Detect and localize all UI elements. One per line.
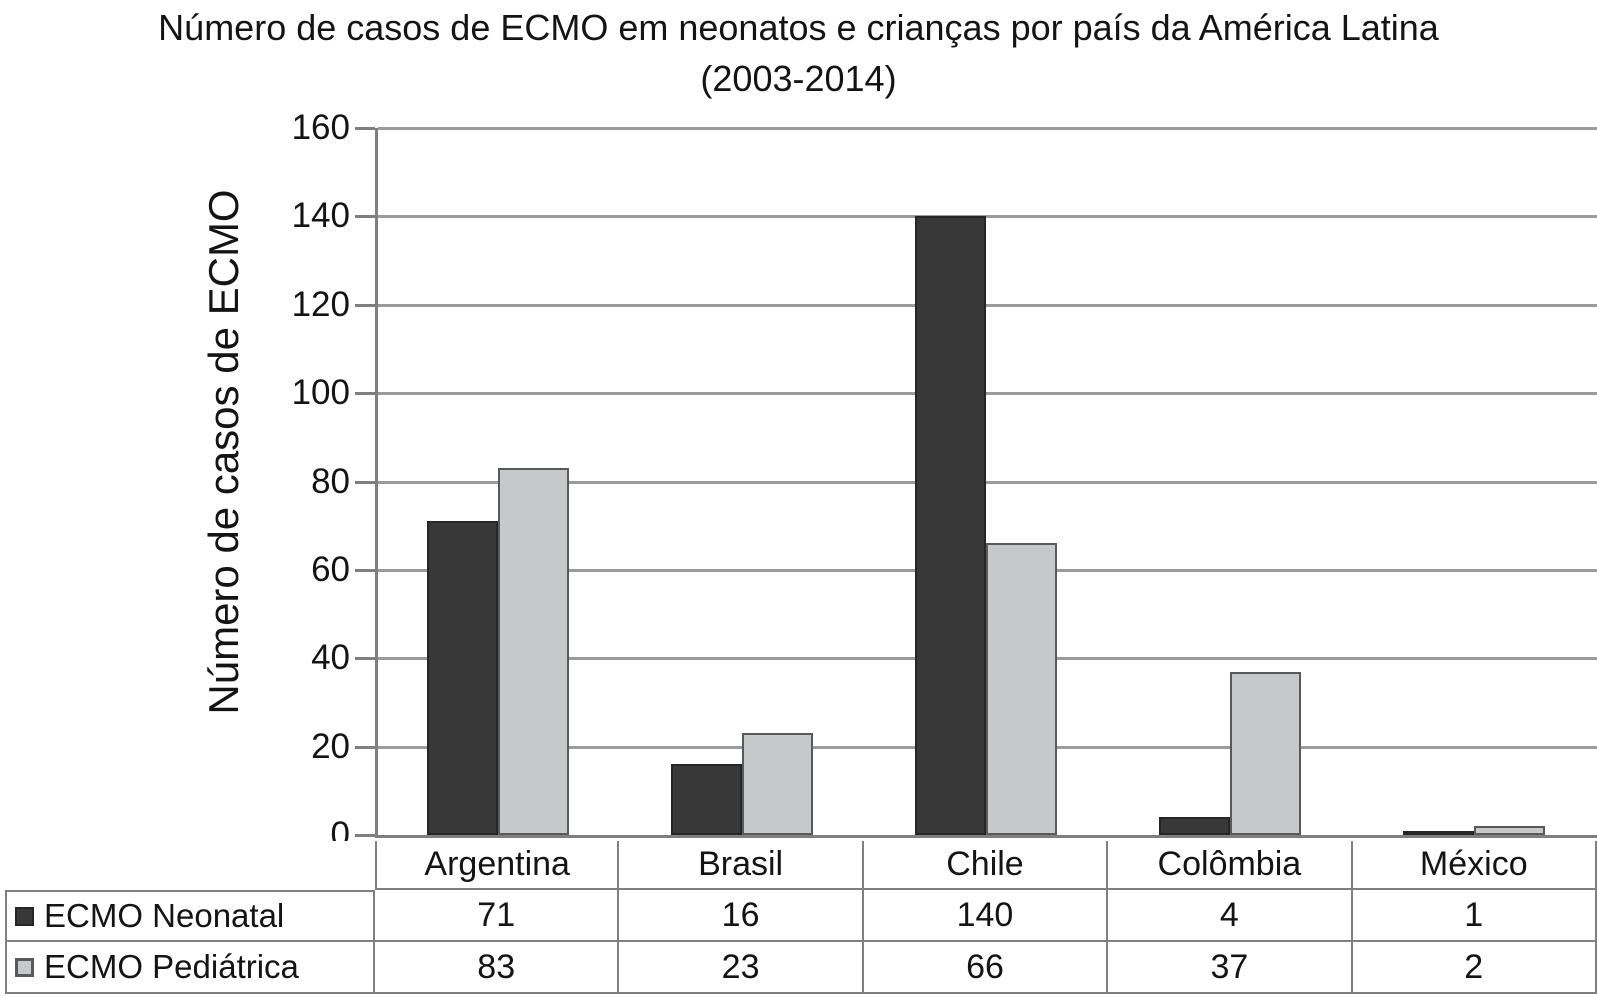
y-tick-label-60: 60	[311, 549, 350, 589]
table-header-mexico: México	[1352, 841, 1597, 890]
chart-title: Número de casos de ECMO em neonatos e cr…	[0, 2, 1597, 104]
legend-swatch-ecmo-neonatal	[15, 906, 34, 926]
table-value-ecmo-neonatal-argentina: 71	[375, 890, 620, 942]
table-header-colombia: Colômbia	[1108, 841, 1353, 890]
table-value-ecmo-pediatrica-colombia: 37	[1108, 942, 1353, 994]
bar-ecmo-neonatal-mexico	[1403, 831, 1474, 835]
table-value-ecmo-neonatal-colombia: 4	[1108, 890, 1353, 942]
legend-label-ecmo-pediatrica: ECMO Pediátrica	[44, 948, 299, 985]
bar-ecmo-neonatal-chile	[915, 216, 986, 835]
y-tick-label-40: 40	[311, 638, 350, 678]
table-value-ecmo-pediatrica-argentina: 83	[375, 942, 620, 994]
legend-item-ecmo-pediatrica: ECMO Pediátrica	[5, 942, 375, 994]
bar-ecmo-pediatrica-mexico	[1474, 826, 1545, 835]
bar-ecmo-pediatrica-brasil	[742, 733, 813, 835]
table-value-ecmo-neonatal-chile: 140	[863, 890, 1109, 942]
bar-ecmo-pediatrica-colombia	[1230, 672, 1301, 835]
gridline-y-140	[378, 215, 1597, 219]
gridline-y-120	[378, 303, 1597, 307]
y-tick-mark-0	[355, 834, 375, 837]
table-value-ecmo-neonatal-mexico: 1	[1352, 890, 1597, 942]
y-tick-label-80: 80	[311, 461, 350, 501]
bar-ecmo-neonatal-colombia	[1159, 817, 1230, 835]
table-value-ecmo-pediatrica-mexico: 2	[1352, 942, 1597, 994]
y-tick-label-140: 140	[291, 196, 350, 236]
table-value-ecmo-pediatrica-brasil: 23	[619, 942, 864, 994]
legend-label-ecmo-neonatal: ECMO Neonatal	[44, 897, 285, 934]
legend-swatch-ecmo-pediatrica	[15, 957, 34, 977]
y-tick-mark-120	[355, 303, 375, 307]
plot-area	[355, 127, 1597, 838]
table-header-argentina: Argentina	[375, 841, 620, 890]
bar-ecmo-pediatrica-argentina	[498, 468, 569, 835]
gridline-y-160	[378, 127, 1597, 130]
table-value-ecmo-neonatal-brasil: 16	[619, 890, 864, 942]
bar-ecmo-neonatal-argentina	[427, 521, 498, 835]
chart-title-line1: Número de casos de ECMO em neonatos e cr…	[158, 7, 1439, 48]
gridline-y-100	[378, 392, 1597, 396]
data-table: Argentina Brasil Chile Colômbia México ECMO N…	[5, 841, 1597, 994]
y-tick-label-20: 20	[311, 726, 350, 766]
y-tick-label-160: 160	[291, 108, 350, 147]
y-tick-mark-80	[355, 480, 375, 484]
y-tick-mark-60	[355, 568, 375, 572]
y-tick-mark-20	[355, 745, 375, 749]
bar-ecmo-pediatrica-chile	[986, 543, 1057, 835]
gridline-y-80	[378, 480, 1597, 484]
chart-title-line2: (2003-2014)	[700, 58, 897, 99]
bar-ecmo-neonatal-brasil	[671, 764, 742, 835]
y-tick-mark-100	[355, 392, 375, 396]
y-tick-label-120: 120	[291, 284, 350, 324]
y-tick-mark-140	[355, 215, 375, 219]
legend-item-ecmo-neonatal: ECMO Neonatal	[5, 890, 375, 942]
table-header-brasil: Brasil	[619, 841, 864, 890]
y-tick-mark-160	[355, 127, 375, 130]
y-tick-mark-40	[355, 657, 375, 661]
table-header-chile: Chile	[863, 841, 1109, 890]
y-tick-label-100: 100	[291, 373, 350, 413]
table-corner-empty	[5, 841, 375, 890]
table-value-ecmo-pediatrica-chile: 66	[863, 942, 1109, 994]
